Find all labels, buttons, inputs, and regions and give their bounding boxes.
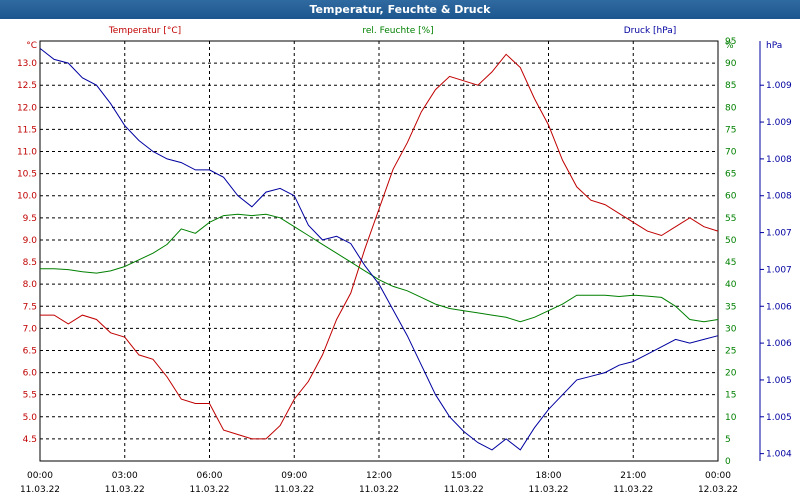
temperature-tick-label: 11.5 [17,125,37,135]
window-title-bar: Temperatur, Feuchte & Druck [0,0,800,19]
pressure-tick-label: 1.008 [766,192,792,202]
window-title: Temperatur, Feuchte & Druck [309,3,491,16]
humidity-tick-label: 95 [725,37,736,47]
pressure-tick-label: 1.005 [766,413,792,423]
temperature-tick-label: 12.5 [17,81,37,91]
pressure-tick-label: 1.009 [766,118,792,128]
x-date-label: 11.03.22 [444,485,484,495]
x-tick-label: 18:00 [536,471,562,481]
x-date-label: 11.03.22 [528,485,568,495]
legend: Temperatur [°C] rel. Feuchte [%] Druck [hP… [108,26,676,36]
humidity-tick-label: 50 [725,236,737,246]
temperature-unit-label: °C [26,41,37,51]
humidity-tick-label: 25 [725,346,736,356]
humidity-tick-label: 55 [725,214,736,224]
humidity-tick-label: 15 [725,391,736,401]
temperature-tick-label: 6.5 [23,346,37,356]
x-date-label: 11.03.22 [613,485,653,495]
temperature-tick-label: 5.5 [23,391,37,401]
humidity-tick-label: 30 [725,324,737,334]
temperature-tick-label: 9.5 [23,214,37,224]
humidity-tick-label: 35 [725,302,736,312]
x-tick-label: 21:00 [620,471,646,481]
humidity-tick-label: 70 [725,148,737,158]
humidity-tick-label: 40 [725,280,737,290]
series-line [40,213,719,323]
x-tick-label: 15:00 [451,471,477,481]
x-date-label: 11.03.22 [20,485,60,495]
x-date-label: 11.03.22 [274,485,314,495]
humidity-tick-label: 45 [725,258,736,268]
pressure-tick-label: 1.005 [766,376,792,386]
x-tick-label: 00:00 [27,471,53,481]
pressure-tick-label: 1.006 [766,302,792,312]
humidity-tick-label: 60 [725,192,737,202]
pressure-tick-label: 1.006 [766,339,792,349]
humidity-tick-label: 0 [725,457,731,467]
temperature-tick-label: 9.0 [23,236,38,246]
legend-entry: Temperatur [°C] [108,26,181,36]
x-tick-label: 00:00 [705,471,731,481]
humidity-tick-label: 5 [725,435,731,445]
pressure-unit-label: hPa [766,41,782,51]
x-date-label: 11.03.22 [359,485,399,495]
temperature-tick-label: 12.0 [17,103,37,113]
temperature-tick-label: 10.0 [17,192,37,202]
humidity-tick-label: 75 [725,125,736,135]
temperature-tick-label: 13.0 [17,59,37,69]
temperature-tick-label: 6.0 [23,369,38,379]
temperature-tick-label: 8.5 [23,258,37,268]
series-line [39,48,719,451]
temperature-tick-label: 8.0 [23,280,38,290]
humidity-tick-label: 20 [725,369,737,379]
plot-area [39,40,719,462]
humidity-unit-label: % [725,41,734,51]
temperature-tick-label: 7.5 [23,302,37,312]
humidity-tick-label: 10 [725,413,737,423]
temperature-tick-label: 7.0 [23,324,38,334]
pressure-tick-label: 1.007 [766,265,792,275]
x-tick-label: 09:00 [281,471,307,481]
series-group [39,48,719,451]
axes-group: 00:00 11.03.22 03:00 11.03.22 06:00 11.03.22 0… [17,37,792,495]
x-tick-label: 03:00 [112,471,138,481]
x-date-label: 11.03.22 [189,485,229,495]
temperature-tick-label: 10.5 [17,170,37,180]
x-date-label: 12.03.22 [698,485,738,495]
x-tick-label: 06:00 [197,471,223,481]
pressure-tick-label: 1.008 [766,155,792,165]
x-tick-label: 12:00 [366,471,392,481]
pressure-tick-label: 1.007 [766,229,792,239]
x-date-label: 11.03.22 [105,485,145,495]
legend-entry: rel. Feuchte [%] [362,26,433,36]
gridlines [40,41,718,461]
humidity-tick-label: 85 [725,81,736,91]
humidity-tick-label: 65 [725,170,736,180]
humidity-tick-label: 80 [725,103,737,113]
temperature-tick-label: 5.0 [23,413,38,423]
pressure-tick-label: 1.009 [766,81,792,91]
pressure-tick-label: 1.004 [766,450,792,460]
temperature-tick-label: 11.0 [17,148,37,158]
legend-entry: Druck [hPa] [624,26,677,36]
humidity-tick-label: 90 [725,59,737,69]
temperature-tick-label: 4.5 [23,435,37,445]
series-line [40,53,719,440]
